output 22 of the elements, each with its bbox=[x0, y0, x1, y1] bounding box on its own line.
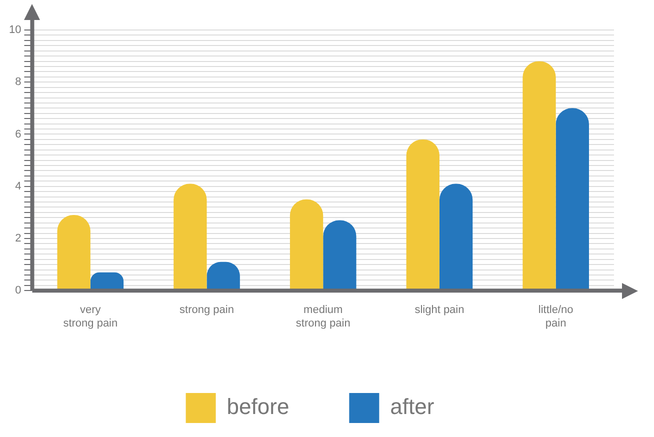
x-tick-label: strong pain bbox=[180, 304, 234, 316]
x-tick-label: medium strong pain bbox=[296, 304, 350, 330]
legend-label: before bbox=[226, 394, 290, 420]
bar bbox=[406, 139, 440, 290]
bar bbox=[439, 184, 473, 290]
x-tick-label: very strong pain bbox=[63, 304, 118, 330]
x-tick-label: little/no pain bbox=[538, 304, 574, 330]
x-tick-label: slight pain bbox=[414, 304, 464, 316]
legend-label: after bbox=[390, 394, 434, 420]
bar bbox=[556, 108, 589, 290]
y-tick-label: 4 bbox=[15, 180, 22, 192]
y-tick-label: 10 bbox=[8, 24, 22, 36]
bar bbox=[522, 61, 556, 290]
y-tick-label: 8 bbox=[15, 76, 22, 88]
bar bbox=[323, 220, 356, 290]
bar bbox=[290, 199, 324, 290]
bar bbox=[174, 184, 207, 290]
y-tick-label: 0 bbox=[15, 284, 22, 297]
y-tick-label: 6 bbox=[15, 128, 22, 140]
bar bbox=[57, 215, 90, 290]
y-tick-label: 2 bbox=[15, 232, 22, 245]
bar bbox=[90, 272, 124, 290]
